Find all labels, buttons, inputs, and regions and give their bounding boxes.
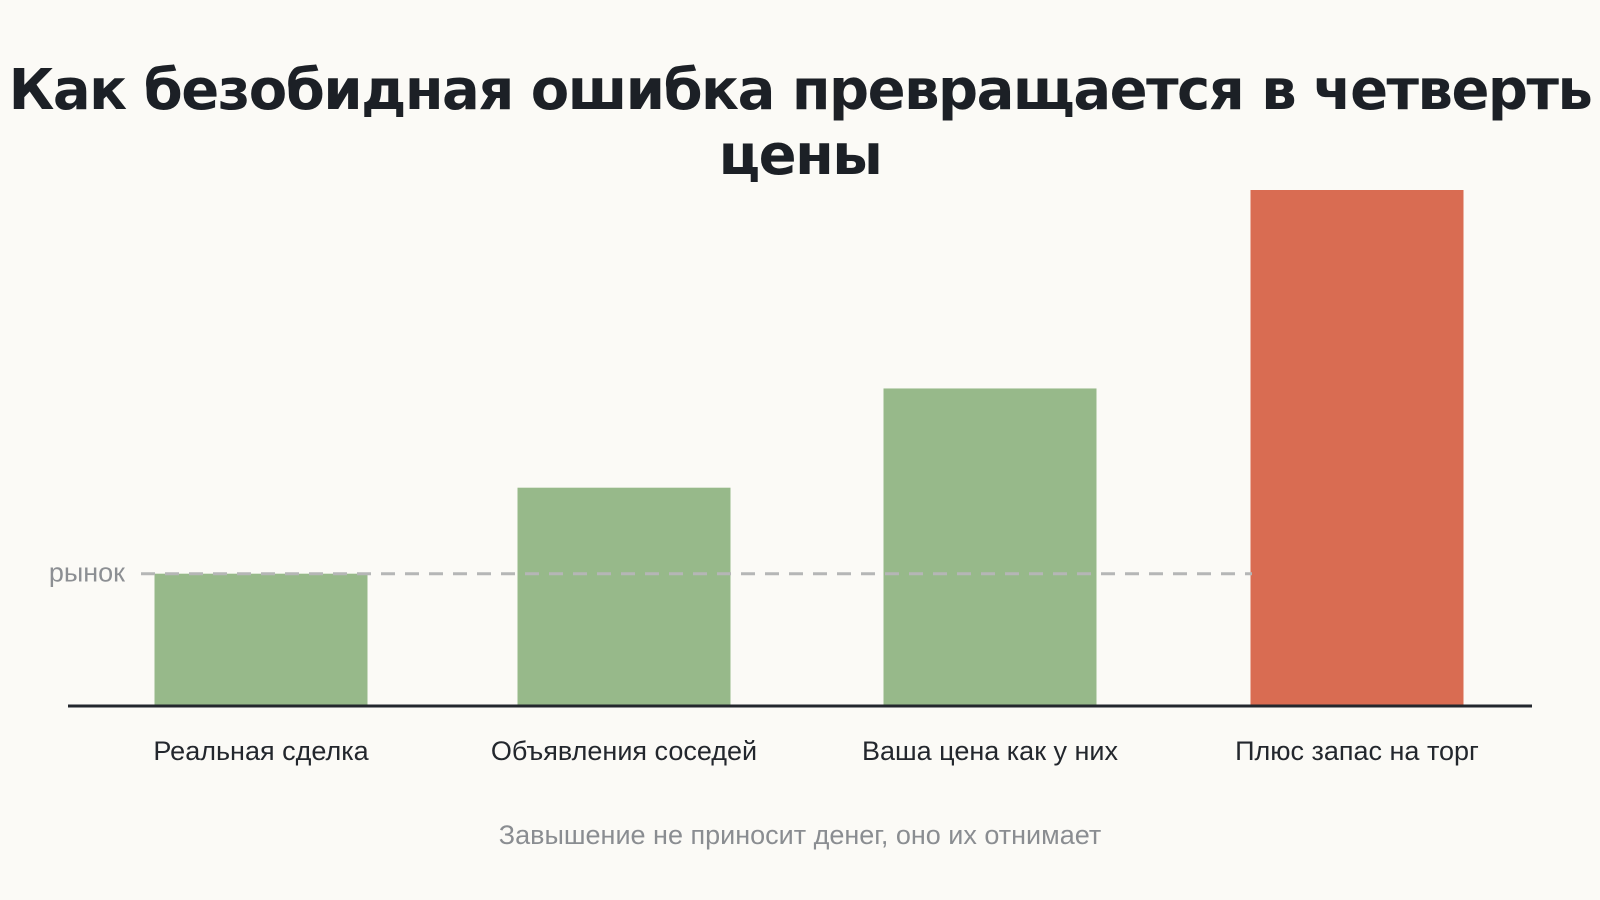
category-label-2: Объявления соседей <box>491 736 757 766</box>
bars-layer <box>154 190 1464 706</box>
category-label-3: Ваша цена как у них <box>862 736 1119 766</box>
chart-subtitle: Завышение не приносит денег, оно их отни… <box>498 820 1102 850</box>
category-label-1: Реальная сделка <box>153 736 369 766</box>
category-labels: Реальная сделка Объявления соседей Ваша це… <box>153 736 1479 766</box>
bar-2 <box>517 487 731 706</box>
bar-1 <box>154 573 368 706</box>
market-reference-label: рынок <box>49 558 125 588</box>
category-label-4: Плюс запас на торг <box>1235 736 1479 766</box>
bar-4 <box>1250 190 1464 706</box>
bar-3 <box>883 388 1097 706</box>
chart-title: Как безобидная ошибка превращается в чет… <box>8 58 1593 188</box>
